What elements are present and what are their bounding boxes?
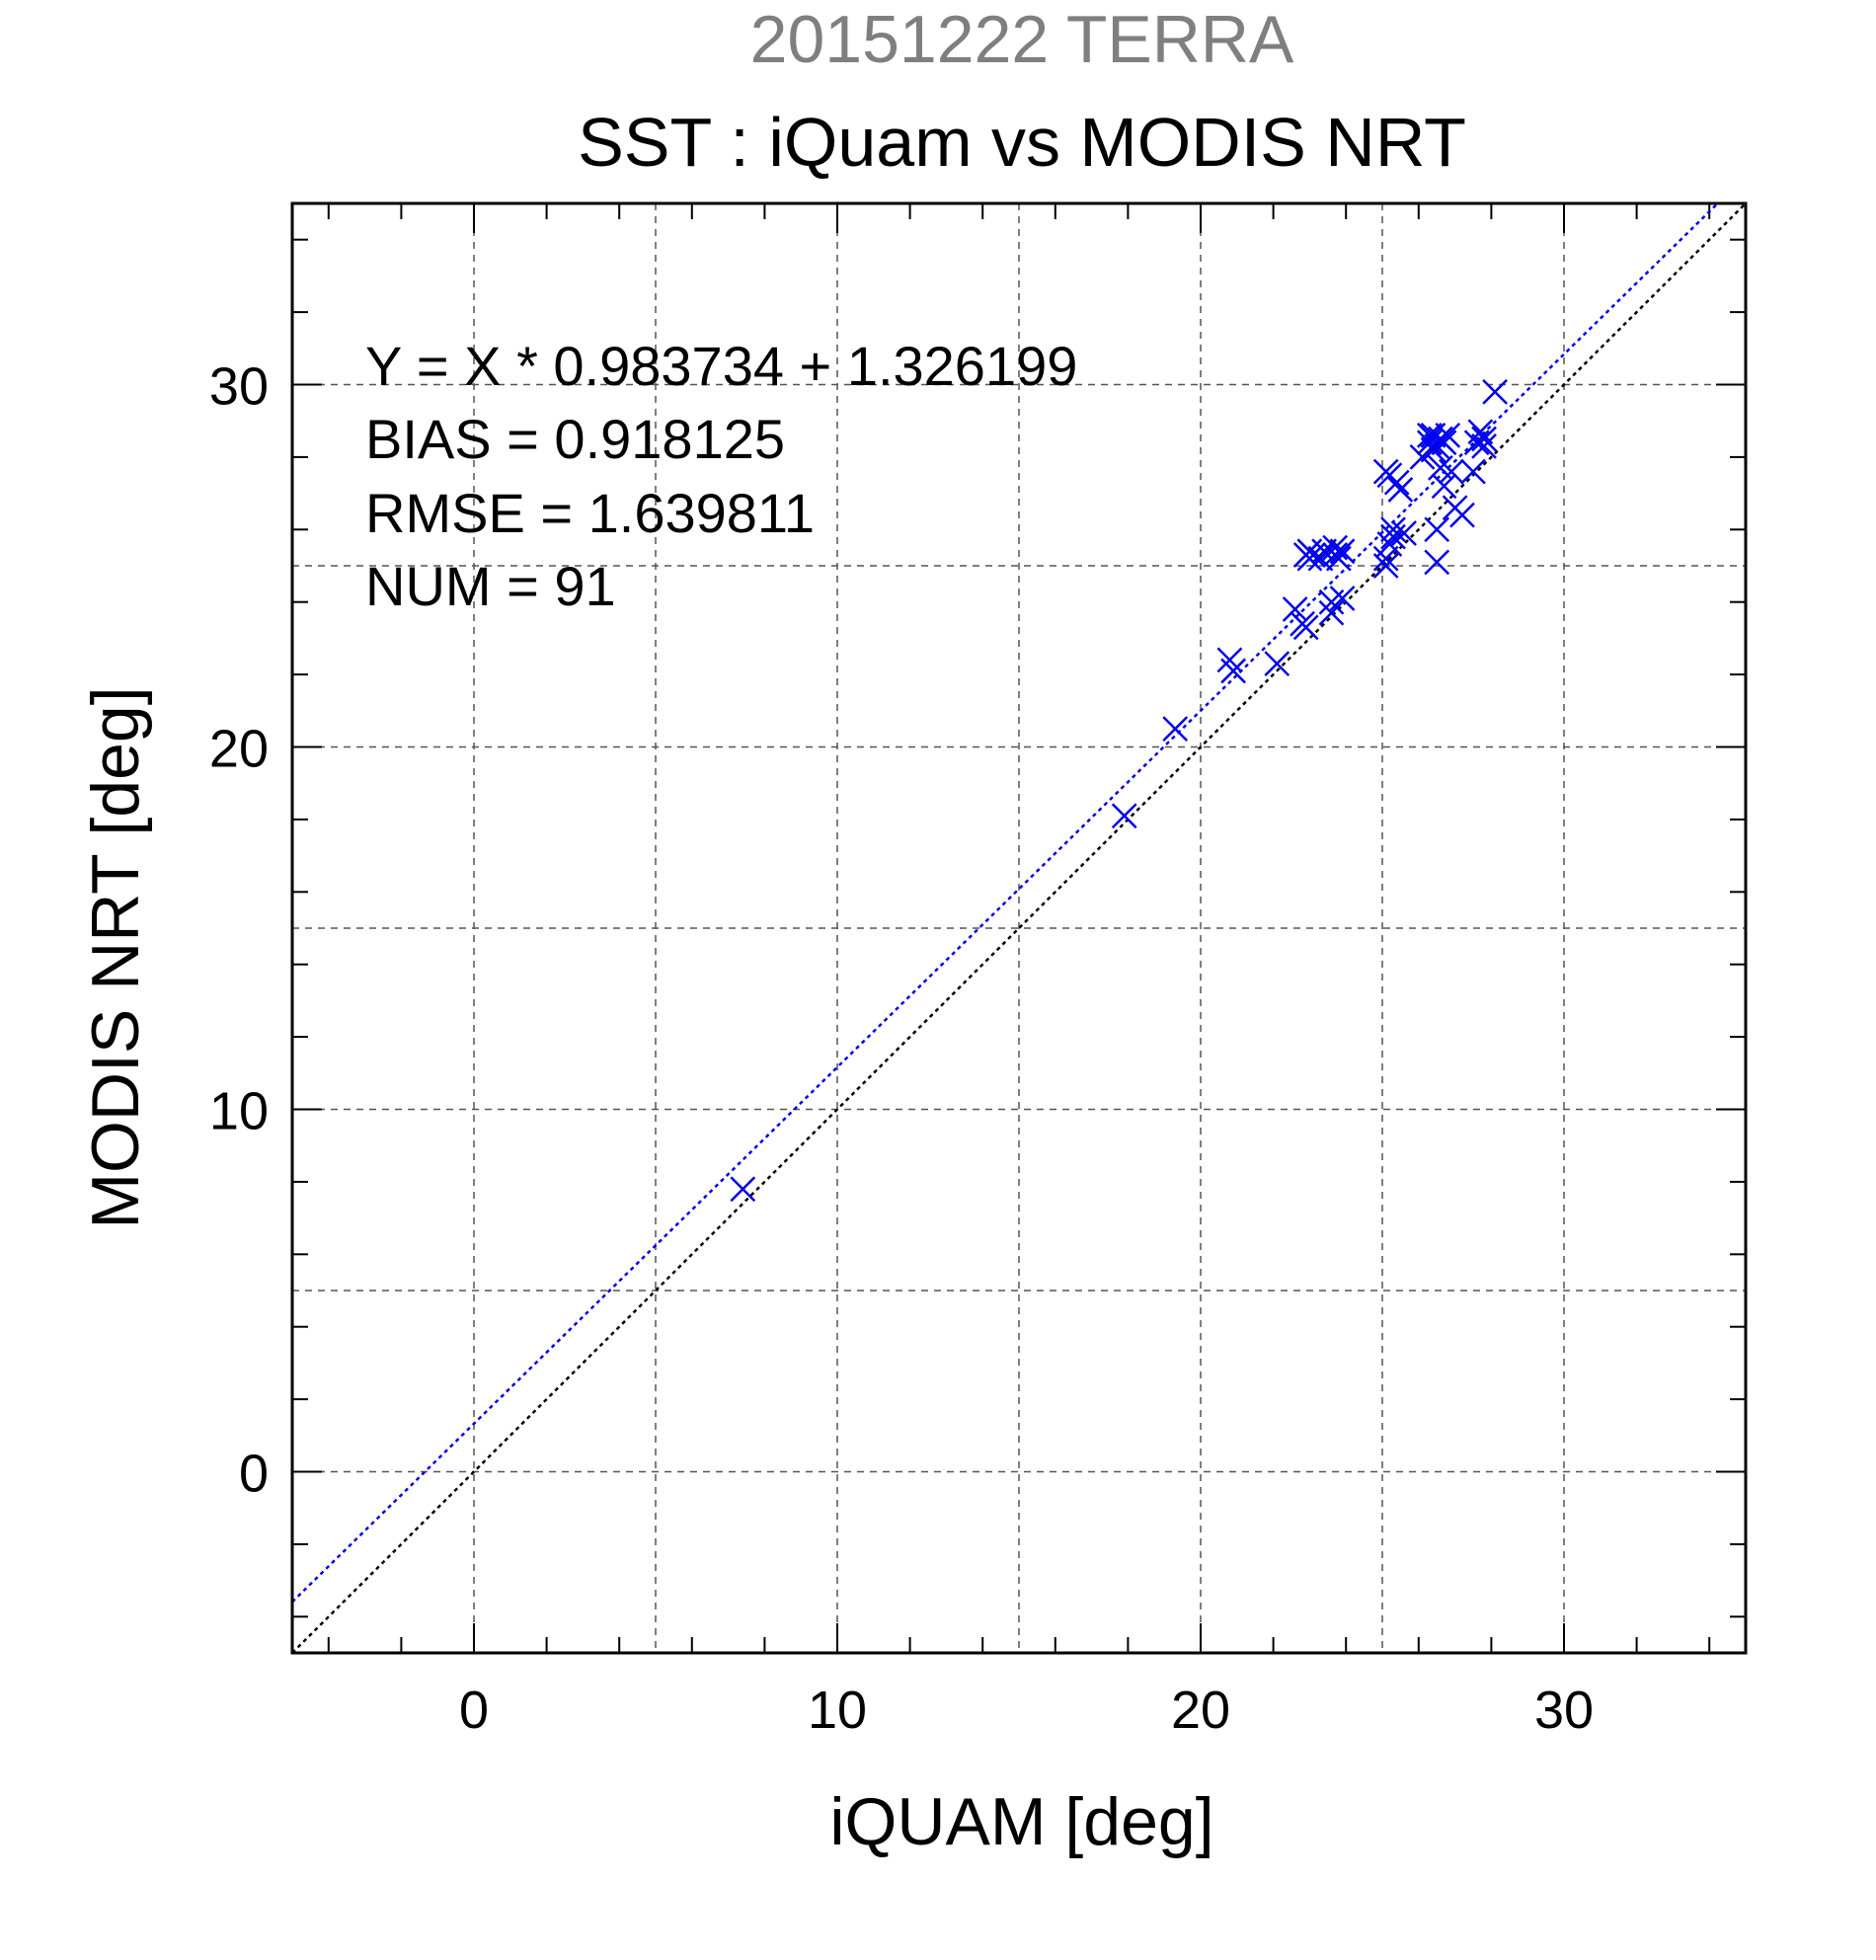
x-axis-label: iQUAM [deg] bbox=[829, 1784, 1213, 1859]
data-point bbox=[1424, 549, 1450, 576]
major-ticks bbox=[292, 203, 1746, 1653]
y-tick-label: 10 bbox=[209, 1082, 269, 1141]
data-point bbox=[1292, 614, 1319, 641]
data-point bbox=[1431, 473, 1457, 500]
data-point bbox=[1329, 538, 1356, 565]
data-point bbox=[1162, 716, 1189, 743]
y-tick-label: 20 bbox=[209, 720, 269, 779]
x-tick-label: 10 bbox=[808, 1681, 867, 1740]
data-point bbox=[1220, 658, 1247, 684]
stats-num: NUM = 91 bbox=[365, 555, 616, 617]
data-point bbox=[1391, 520, 1417, 546]
stats-equation: Y = X * 0.983734 + 1.326199 bbox=[365, 335, 1077, 397]
data-point bbox=[1318, 599, 1345, 626]
stats-bias: BIAS = 0.918125 bbox=[365, 408, 785, 470]
y-tick-label: 0 bbox=[239, 1445, 269, 1504]
data-point bbox=[1372, 545, 1399, 572]
x-tick-label: 20 bbox=[1171, 1681, 1230, 1740]
data-point bbox=[1460, 458, 1486, 485]
data-point bbox=[1376, 531, 1403, 557]
data-point bbox=[1439, 458, 1464, 485]
y-axis-label: MODIS NRT [deg] bbox=[78, 686, 153, 1228]
identity-line bbox=[291, 202, 1747, 1654]
data-point bbox=[1383, 469, 1410, 496]
data-point bbox=[1424, 516, 1450, 543]
x-tick-labels: 0 10 20 30 bbox=[459, 1681, 1594, 1740]
data-point bbox=[1264, 651, 1290, 676]
y-tick-labels: 0 10 20 30 bbox=[209, 357, 269, 1504]
stats-rmse: RMSE = 1.639811 bbox=[365, 482, 815, 544]
data-point bbox=[1471, 426, 1497, 452]
y-tick-label: 30 bbox=[209, 357, 269, 417]
data-point bbox=[1482, 378, 1508, 405]
identity-line-group bbox=[291, 202, 1747, 1654]
data-point bbox=[730, 1176, 756, 1203]
data-points bbox=[730, 378, 1508, 1203]
x-tick-label: 30 bbox=[1534, 1681, 1594, 1740]
data-point bbox=[1431, 430, 1457, 456]
data-point bbox=[1372, 553, 1399, 579]
fit-line bbox=[291, 202, 1719, 1604]
fit-line-group bbox=[291, 202, 1719, 1604]
data-point bbox=[1471, 433, 1497, 459]
chart-subtitle: SST : iQuam vs MODIS NRT bbox=[578, 104, 1466, 181]
stats-box: Y = X * 0.983734 + 1.326199 BIAS = 0.918… bbox=[365, 335, 1077, 617]
plot-frame bbox=[290, 201, 1748, 1655]
chart-title: 20151222 TERRA bbox=[750, 2, 1294, 77]
x-tick-label: 0 bbox=[459, 1681, 489, 1740]
data-point bbox=[1325, 545, 1352, 572]
data-point bbox=[1111, 803, 1137, 829]
data-point bbox=[1435, 422, 1461, 448]
data-point bbox=[1387, 477, 1414, 503]
data-point bbox=[1449, 502, 1475, 528]
data-point bbox=[1282, 596, 1308, 622]
data-point bbox=[1307, 545, 1334, 572]
data-point bbox=[1329, 586, 1356, 611]
grid bbox=[292, 203, 1746, 1653]
data-point bbox=[1467, 419, 1494, 445]
